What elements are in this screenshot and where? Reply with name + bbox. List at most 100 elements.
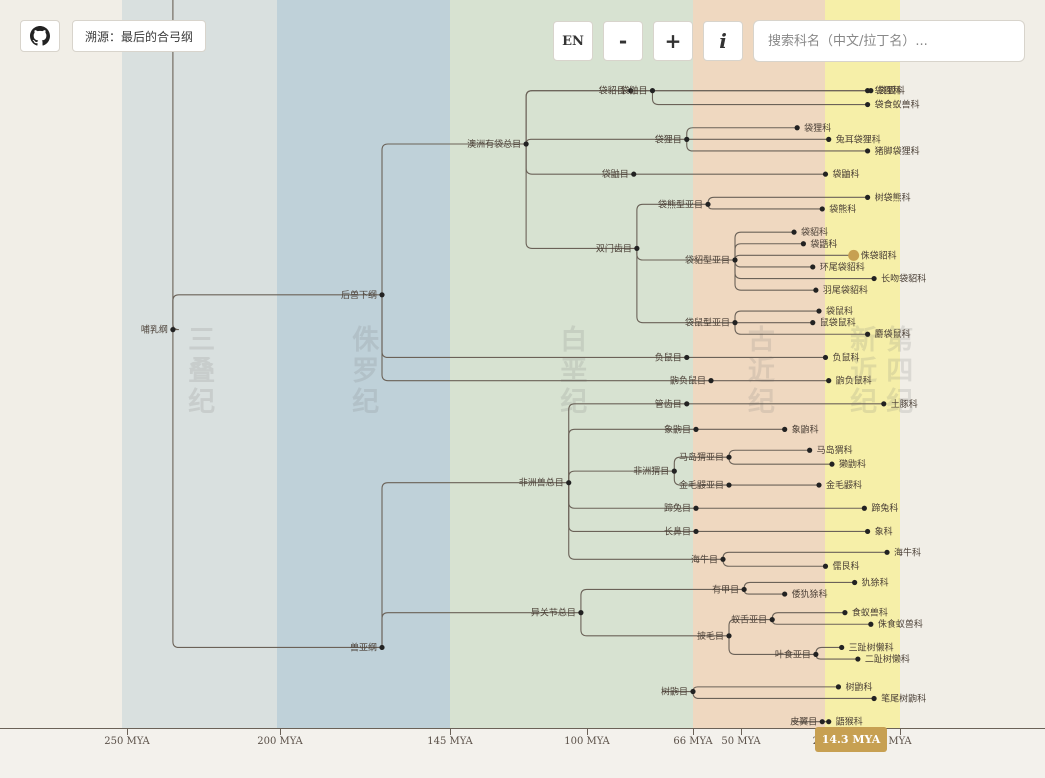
tree-node[interactable] [819,206,825,212]
family-label[interactable]: 象科 [875,525,893,537]
clade-label[interactable]: 象鼩目 [664,423,691,435]
tree-node[interactable] [861,505,867,511]
tree-node[interactable] [881,401,887,407]
tree-node[interactable] [684,401,690,407]
tree-node[interactable] [634,245,640,251]
tree-node[interactable] [826,136,832,142]
family-label[interactable]: 袋鼠科 [826,305,853,317]
family-label[interactable]: 长吻袋貂科 [881,273,926,285]
family-label[interactable]: 树鼩科 [845,681,872,693]
family-label[interactable]: 袋食蚁兽科 [875,99,920,111]
clade-label[interactable]: 皮翼目 [790,716,817,728]
family-label[interactable]: 袋鼯科 [810,238,837,250]
family-label[interactable]: 袋狸科 [804,122,831,134]
family-label[interactable]: 笔尾树鼩科 [881,692,926,704]
family-label[interactable]: 袋狸科 [875,85,902,97]
clade-label[interactable]: 管齿目 [655,398,682,410]
clade-label[interactable]: 马岛猬亚目 [679,451,724,463]
tree-node[interactable] [726,454,732,460]
family-label[interactable]: 食蚁兽科 [852,607,888,619]
tree-node[interactable] [631,171,637,177]
clade-label[interactable]: 袋鼬目 [602,168,629,180]
family-label[interactable]: 袋狐科 [878,85,905,97]
tree-node[interactable] [865,331,871,337]
tree-node[interactable] [693,426,699,432]
clade-label[interactable]: 鼩负鼠目 [670,375,706,387]
tree-node[interactable] [523,141,529,147]
clade-label[interactable]: 金毛鼹亚目 [679,479,724,491]
clade-label[interactable]: 袋鼬目 [620,85,647,97]
family-label[interactable]: 羽尾袋貂科 [823,284,868,296]
tree-node[interactable] [810,320,816,326]
clade-label[interactable]: 长鼻目 [664,525,691,537]
tree-node[interactable] [813,651,819,658]
family-label[interactable]: 侏食蚁兽科 [878,618,923,630]
family-label[interactable]: 倭犰狳科 [792,588,828,600]
tree-node[interactable] [842,610,848,616]
tree-node[interactable] [826,378,832,384]
tree-node[interactable] [810,264,816,270]
clade-label[interactable]: 有甲目 [712,583,739,595]
clade-label[interactable]: 袋鼠型亚目 [685,317,730,329]
tree-node[interactable] [791,229,797,235]
clade-label[interactable]: 蹄兔目 [664,502,691,514]
phylogenetic-tree[interactable]: 原兽亚纲单孔目叶鼹科鸭嘴兽科哺乳纲后兽下纲澳洲有袋总目袋貂目袋狐科袋鼬目袋狸科袋… [0,0,1045,730]
tree-node[interactable] [379,292,385,298]
family-label[interactable]: 马岛猬科 [817,444,853,456]
family-label[interactable]: 袋熊科 [829,203,856,215]
tree-node[interactable] [690,688,696,695]
tree-node[interactable] [170,327,176,333]
tree-node[interactable] [782,591,788,597]
tree-node[interactable] [835,684,842,690]
tree-node[interactable] [732,320,738,326]
tree-node[interactable] [769,617,775,623]
tree-node[interactable] [865,194,871,200]
tree-node[interactable] [865,101,871,108]
tree-node[interactable] [379,644,385,651]
tree-node[interactable] [741,586,747,593]
family-label[interactable]: 兔耳袋狸科 [836,133,881,145]
tree-node[interactable] [693,505,699,511]
tree-node[interactable] [732,257,738,263]
clade-label[interactable]: 袋狸目 [655,133,682,145]
family-label[interactable]: 鼩负鼠科 [836,375,872,387]
clade-label[interactable]: 后兽下纲 [341,289,377,301]
clade-label[interactable]: 蚁舌亚目 [731,615,767,626]
clade-label[interactable]: 披毛目 [697,630,724,642]
zoom-in-button[interactable]: + [653,21,693,61]
language-toggle-button[interactable]: EN [553,21,593,61]
tree-node[interactable] [868,621,874,627]
family-label[interactable]: 鼠袋鼠科 [820,317,856,329]
clade-label[interactable]: 海牛目 [691,553,718,565]
clade-label[interactable]: 兽亚纲 [350,641,377,653]
clade-label[interactable]: 树鼩目 [661,686,688,698]
tree-node[interactable] [855,656,861,662]
tree-node[interactable] [819,719,825,725]
tree-node[interactable] [566,480,572,486]
family-label[interactable]: 二趾树懒科 [865,653,910,665]
tree-node[interactable] [726,633,732,639]
family-label[interactable]: 树袋熊科 [875,191,911,203]
family-label[interactable]: 三趾树懒科 [849,641,894,653]
tree-node[interactable] [705,201,711,207]
tree-node[interactable] [816,482,822,488]
family-label[interactable]: 海牛科 [894,546,921,558]
tree-node[interactable] [839,644,845,651]
tree-node[interactable] [693,528,699,535]
family-label[interactable]: 象鼩科 [792,423,819,435]
family-label[interactable]: 袋鼬科 [832,168,859,180]
tree-node[interactable] [826,719,832,725]
lineage-button[interactable]: 溯源：最后的合弓纲 [72,20,206,52]
tree-node[interactable] [813,287,819,293]
tree-node[interactable] [871,695,877,702]
family-label[interactable]: 鼯猴科 [836,716,863,728]
zoom-out-button[interactable]: - [603,21,643,61]
tree-node[interactable] [708,378,714,384]
family-label[interactable]: 负鼠科 [832,351,859,363]
clade-label[interactable]: 澳洲有袋总目 [467,138,521,150]
clade-label[interactable]: 叶食亚目 [775,648,811,660]
highlighted-node[interactable] [848,249,860,261]
clade-label[interactable]: 袋貂型亚目 [685,254,730,266]
tree-node[interactable] [671,468,677,474]
